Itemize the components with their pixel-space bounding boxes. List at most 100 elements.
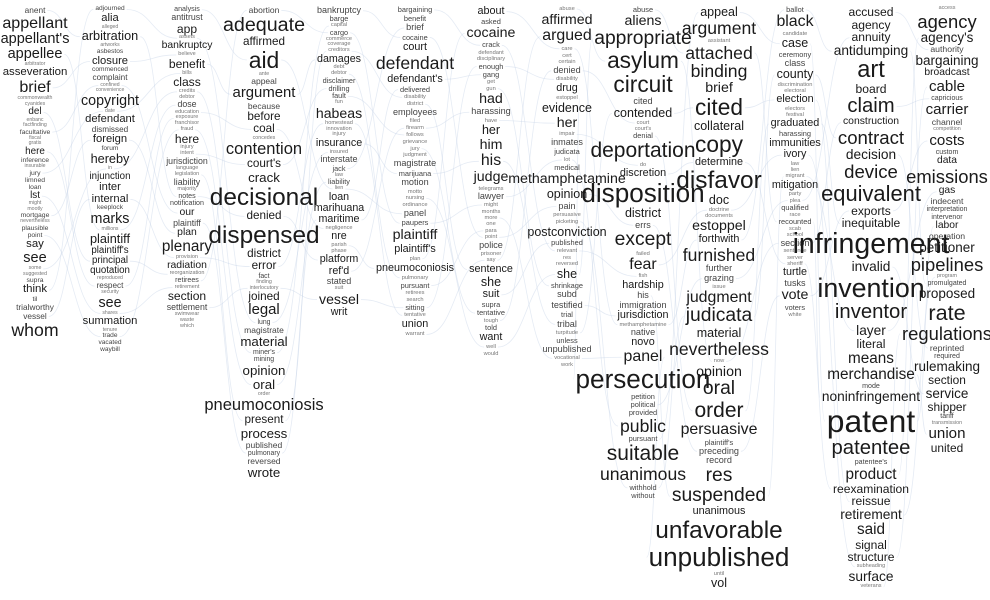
word-label: judgment xyxy=(403,152,427,159)
word-label: program xyxy=(936,273,958,280)
word-label: radiation xyxy=(167,259,207,271)
word-label: tenure xyxy=(102,326,118,333)
word-label: disclaimer xyxy=(322,76,356,86)
word-label: public xyxy=(620,415,666,436)
word-label: confined xyxy=(100,81,120,88)
word-label: adequate xyxy=(222,13,306,36)
word-label: plenary xyxy=(161,237,213,255)
word-label: millions xyxy=(101,226,119,233)
word-label: see xyxy=(23,250,47,267)
word-label: unpublished xyxy=(648,541,790,572)
word-label: required xyxy=(934,352,960,360)
word-label: brief xyxy=(705,79,733,96)
word-label: case xyxy=(781,36,809,51)
word-label: contract xyxy=(837,127,905,149)
word-label: interpretation xyxy=(926,206,968,214)
word-label: maritime xyxy=(318,213,360,226)
word-label: oral xyxy=(702,378,736,400)
word-label: plaintiff's xyxy=(394,242,436,255)
word-label: circuit xyxy=(613,71,673,98)
word-label: marks xyxy=(90,211,130,228)
word-label: retirement xyxy=(174,283,200,290)
word-label: promulgated xyxy=(927,280,967,288)
word-label: judge xyxy=(473,169,509,186)
word-label: tribal xyxy=(557,318,577,329)
word-column: abuse aliens appropriate asylum circuit cited… xyxy=(576,6,711,500)
word-label: voters xyxy=(784,302,806,312)
word-label: res xyxy=(563,254,571,261)
word-label: aid xyxy=(248,46,280,73)
word-label: negligence xyxy=(325,224,353,231)
word-label: documents xyxy=(705,213,733,220)
word-label: merchandise xyxy=(827,365,915,383)
word-label: fiscal xyxy=(29,134,41,141)
word-label: follows xyxy=(406,131,424,138)
word-label: party xyxy=(788,191,802,198)
word-label: appellee xyxy=(7,45,63,62)
word-label: section xyxy=(780,237,810,248)
word-label: board xyxy=(855,82,887,97)
word-label: vacated xyxy=(98,339,122,347)
word-label: withhold xyxy=(629,482,657,492)
word-label: broadcast xyxy=(924,67,970,79)
word-label: enbanc xyxy=(26,116,44,123)
word-label: sentence xyxy=(783,248,807,255)
word-label: law xyxy=(790,161,800,168)
word-label: data xyxy=(936,155,958,167)
word-label: vessel xyxy=(23,311,47,322)
word-label: preceding xyxy=(699,445,739,456)
word-label: turpitude xyxy=(555,329,579,336)
word-label: invention xyxy=(817,273,925,304)
word-label: harassing xyxy=(778,128,812,138)
word-label: anent xyxy=(24,5,46,15)
word-label: complaint xyxy=(92,73,128,83)
word-label: affirmed xyxy=(541,11,593,28)
word-label: brief xyxy=(19,78,51,97)
word-label: limned xyxy=(24,176,46,184)
word-label: firearm xyxy=(406,125,424,132)
word-label: patentee's xyxy=(854,458,888,467)
word-label: bills xyxy=(182,69,192,76)
word-label: nevertheless xyxy=(669,338,769,359)
word-label: panel xyxy=(623,347,663,365)
word-label: foreign xyxy=(92,133,128,146)
word-label: supra xyxy=(481,300,501,310)
word-column: analysis antitrust app assets bankruptcy beli… xyxy=(127,5,247,330)
word-label: legislation xyxy=(174,171,200,177)
word-label: methamphetamine xyxy=(619,321,667,328)
word-label: disfavor xyxy=(676,167,762,195)
word-label: discrimination xyxy=(777,81,813,88)
word-column: anent appellant appellant's appellee arbitra… xyxy=(0,6,95,339)
word-label: unpublished xyxy=(542,344,592,355)
word-label: defendant's xyxy=(387,72,443,85)
word-label: motion xyxy=(401,177,429,188)
word-column: abortion adequate affirmed aid ante appeal arg… xyxy=(204,6,324,480)
word-label: benefit xyxy=(403,13,427,23)
word-label: benefit xyxy=(168,56,206,71)
word-label: ivory xyxy=(783,148,807,161)
word-label: want xyxy=(479,331,503,344)
word-label: closure xyxy=(91,54,129,67)
word-label: debtor xyxy=(331,70,347,77)
word-label: until xyxy=(713,571,725,578)
word-label: gun xyxy=(486,85,496,92)
word-label: invalid xyxy=(851,258,891,274)
word-label: her xyxy=(481,122,501,137)
word-label: writ xyxy=(330,305,348,318)
word-label: commerce xyxy=(325,35,353,42)
word-label: intent xyxy=(180,150,194,157)
word-label: material xyxy=(696,325,742,340)
word-label: regulations xyxy=(902,323,990,345)
word-label: deportation xyxy=(590,139,696,163)
word-label: bankruptcy xyxy=(161,40,213,52)
word-label: waste xyxy=(179,317,195,324)
word-label: pneumoconiosis xyxy=(375,261,455,274)
word-label: oral xyxy=(252,376,276,392)
word-label: agency's xyxy=(920,29,974,45)
word-label: habeas xyxy=(315,104,363,121)
word-label: tusks xyxy=(784,277,806,288)
word-label: trialworthy xyxy=(16,302,54,313)
word-label: miner's xyxy=(253,349,275,357)
word-label: vote xyxy=(781,287,809,304)
word-label: contended xyxy=(613,105,673,120)
